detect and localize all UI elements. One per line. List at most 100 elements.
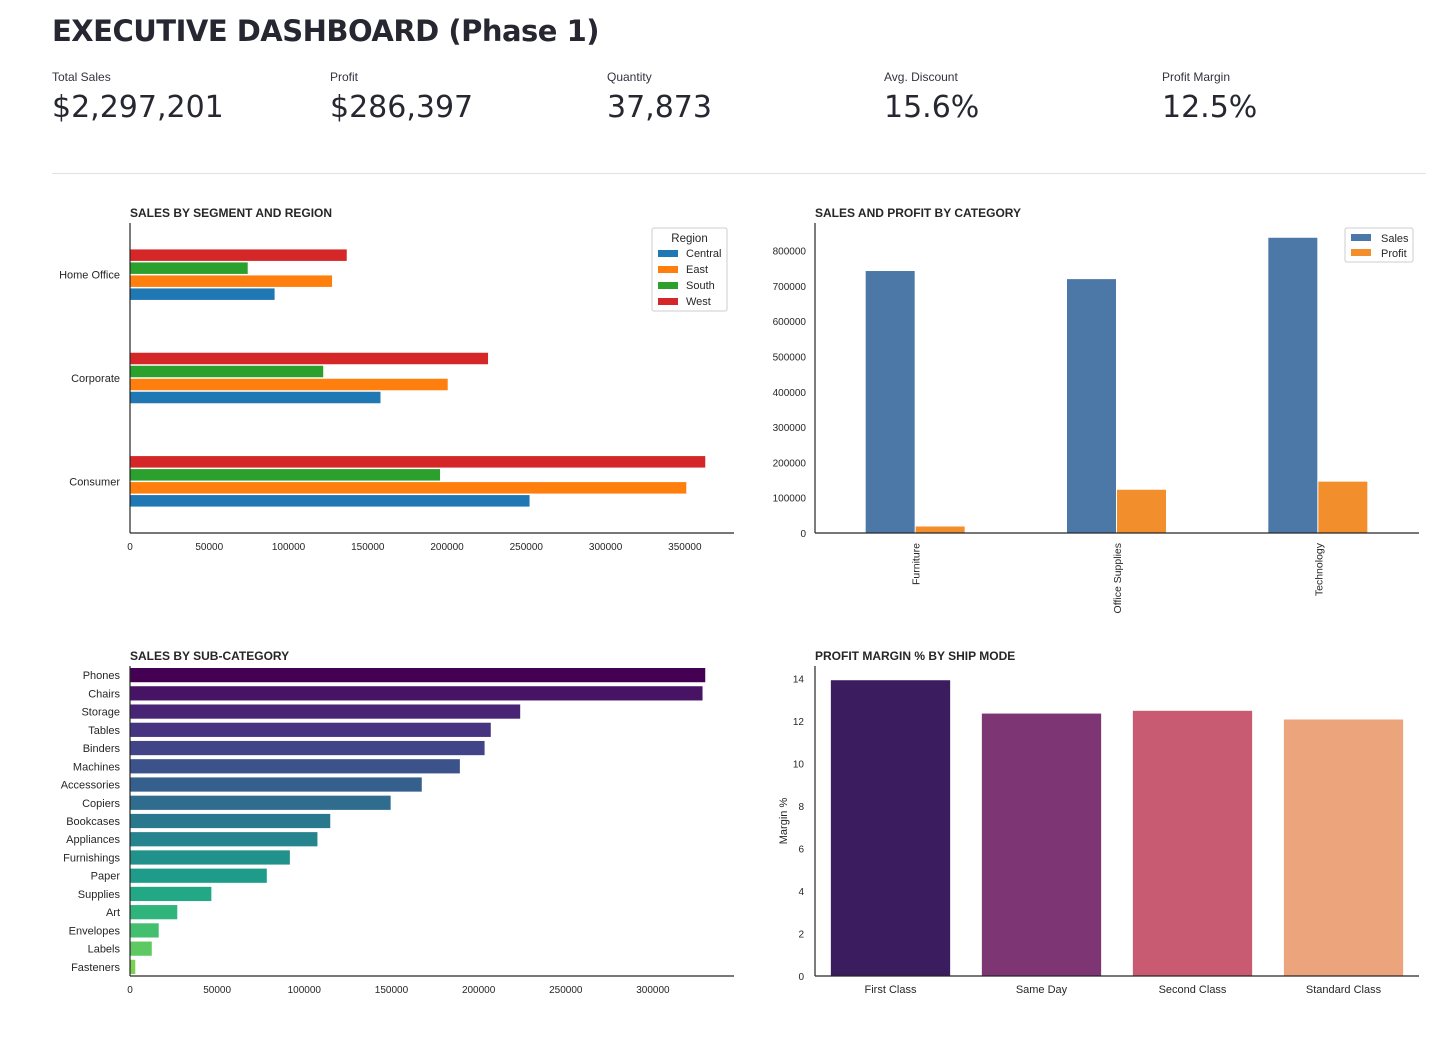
x-tick-label: Office Supplies [1112, 543, 1124, 613]
bar-tables [130, 722, 491, 737]
bar-chairs [130, 686, 703, 701]
bar-accessories [130, 777, 422, 792]
bar-south [130, 262, 248, 274]
bar-west [130, 352, 489, 365]
x-tick-label: 350000 [668, 542, 702, 553]
bar-envelopes [130, 923, 159, 938]
bar-bookcases [130, 813, 331, 829]
legend-swatch-east [658, 266, 678, 273]
bar-profit [1117, 489, 1166, 533]
legend-swatch-west [658, 298, 678, 305]
bar-supplies [130, 886, 212, 902]
bar-east [130, 275, 333, 287]
bar-first-class [830, 680, 951, 976]
metric-value: 12.5% [1162, 90, 1258, 125]
legend-box [651, 227, 728, 312]
y-tick-label: Paper [91, 871, 121, 883]
y-tick-label: Tables [88, 725, 120, 737]
metric-quantity: Quantity 37,873 [607, 70, 867, 125]
y-tick-label: 2 [798, 930, 804, 941]
y-tick-label: Home Office [59, 270, 120, 282]
y-tick-label: Phones [83, 670, 121, 682]
x-tick-label: 0 [127, 542, 133, 553]
x-tick-label: Technology [1313, 542, 1325, 596]
x-tick-label: First Class [865, 984, 917, 996]
bar-storage [130, 704, 521, 719]
y-tick-label: Fasteners [71, 962, 120, 974]
metric-value: $286,397 [330, 90, 474, 125]
bar-sales [1268, 237, 1318, 533]
y-tick-label: Consumer [69, 476, 120, 488]
x-tick-label: Second Class [1159, 984, 1227, 996]
bar-second-class [1132, 710, 1253, 976]
chart-title: SALES AND PROFIT BY CATEGORY [815, 206, 1021, 220]
chart-sales-by-subcategory: SALES BY SUB-CATEGORY Phones Chairs Storage… [61, 649, 734, 996]
bar-south [130, 365, 324, 378]
y-tick-label: 12 [793, 717, 805, 728]
bar-labels [130, 941, 152, 956]
metric-label: Quantity [607, 70, 652, 84]
y-tick-label: Binders [83, 743, 121, 755]
bar-central [130, 391, 381, 404]
x-tick-label: 200000 [462, 985, 496, 996]
y-tick-label: Storage [81, 707, 120, 719]
legend-label: West [686, 296, 711, 308]
chart-sales-profit-by-category: SALES AND PROFIT BY CATEGORY Furniture Off… [773, 206, 1419, 613]
bar-west [130, 249, 347, 261]
y-tick-label: Chairs [88, 688, 120, 700]
divider [52, 173, 1426, 174]
legend-swatch-south [658, 282, 678, 289]
legend-label: Profit [1381, 248, 1407, 260]
x-tick-label: 100000 [272, 542, 306, 553]
x-tick-label: 300000 [636, 985, 670, 996]
legend-label: South [686, 280, 715, 292]
chart-profit-margin-by-ship-mode: PROFIT MARGIN % BY SHIP MODE First Class S… [778, 649, 1419, 996]
bar-appliances [130, 832, 318, 847]
metric-profit: Profit $286,397 [330, 70, 590, 125]
x-tick-label: Standard Class [1306, 984, 1382, 996]
y-tick-label: 700000 [773, 282, 807, 293]
y-axis-label: Margin % [778, 798, 790, 845]
page-title: EXECUTIVE DASHBOARD (Phase 1) [52, 14, 600, 48]
y-tick-label: Supplies [78, 889, 121, 901]
metrics-row: Total Sales $2,297,201 Profit $286,397 Q… [52, 70, 1432, 140]
x-tick-label: Furniture [911, 543, 923, 585]
metric-value: $2,297,201 [52, 90, 224, 125]
bar-west [130, 456, 706, 468]
x-tick-label: 50000 [195, 542, 223, 553]
y-tick-label: 14 [793, 675, 805, 686]
bar-profit [915, 526, 965, 533]
bar-phones [130, 668, 706, 683]
bar-same-day [981, 713, 1102, 976]
y-tick-label: Labels [88, 944, 121, 956]
y-tick-label: 500000 [773, 352, 807, 363]
y-tick-label: 200000 [773, 458, 807, 469]
y-tick-label: Art [106, 907, 120, 919]
bar-art [130, 905, 178, 920]
bar-east [130, 378, 448, 391]
legend-swatch-profit [1351, 249, 1371, 256]
y-tick-label: 600000 [773, 317, 807, 328]
y-tick-label: Bookcases [66, 816, 120, 828]
y-tick-label: 300000 [773, 423, 807, 434]
legend-swatch-sales [1351, 234, 1371, 241]
bar-sales [865, 271, 915, 533]
y-tick-label: Appliances [66, 834, 120, 846]
x-tick-label: 0 [127, 985, 133, 996]
metric-label: Avg. Discount [884, 70, 958, 84]
y-tick-label: 100000 [773, 494, 807, 505]
y-tick-label: 10 [793, 760, 805, 771]
legend-label: Central [686, 248, 721, 260]
bar-binders [130, 740, 485, 756]
y-tick-label: Corporate [71, 373, 120, 385]
bar-standard-class [1283, 719, 1404, 976]
bar-machines [130, 759, 460, 774]
chart-title: SALES BY SUB-CATEGORY [130, 649, 289, 663]
x-tick-label: 100000 [288, 985, 322, 996]
x-tick-label: 50000 [203, 985, 231, 996]
bar-copiers [130, 795, 391, 810]
bar-fasteners [130, 959, 136, 974]
bar-central [130, 495, 530, 507]
legend-label: Sales [1381, 233, 1409, 245]
legend-label: East [686, 264, 708, 276]
